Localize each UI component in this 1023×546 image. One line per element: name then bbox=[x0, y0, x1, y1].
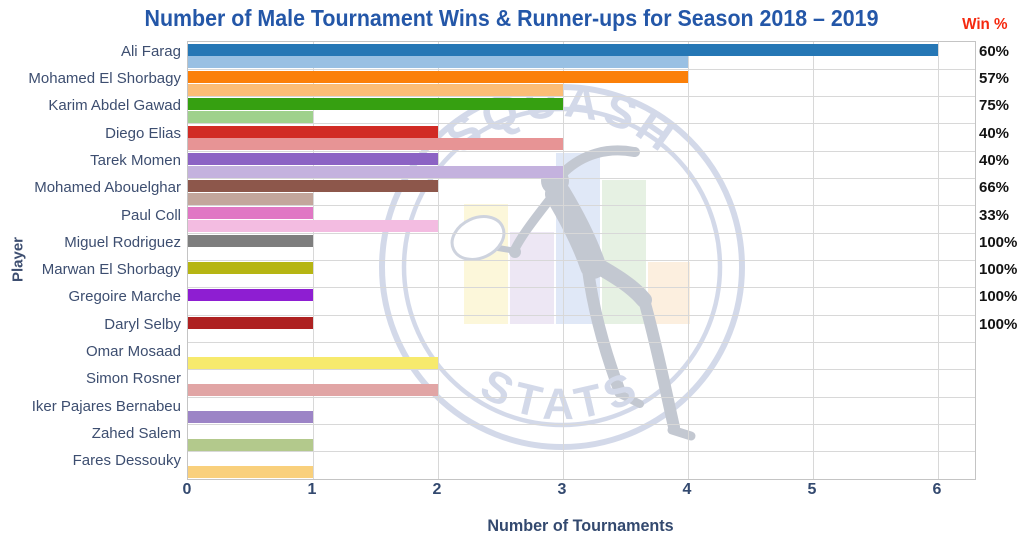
watermark-mini-bar bbox=[510, 232, 554, 324]
wins-bar bbox=[188, 70, 688, 83]
watermark-mini-bar bbox=[602, 180, 646, 324]
x-tick-label: 6 bbox=[932, 481, 942, 498]
player-label: Simon Rosner bbox=[85, 370, 181, 388]
win-pct-value: 60% bbox=[979, 42, 1010, 60]
wins-bar bbox=[188, 180, 438, 193]
x-tick-label: 2 bbox=[432, 481, 442, 498]
player-label: Mohamed Abouelghar bbox=[34, 179, 181, 197]
x-tick-label: 5 bbox=[807, 481, 817, 498]
wins-bar bbox=[188, 234, 313, 247]
win-pct-value: 100% bbox=[979, 233, 1018, 251]
player-label: Zahed Salem bbox=[91, 425, 181, 443]
player-label: Iker Pajares Bernabeu bbox=[31, 397, 181, 415]
player-label: Miguel Rodriguez bbox=[64, 233, 181, 251]
horizontal-gridline bbox=[188, 150, 975, 152]
win-pct-header: Win % bbox=[962, 16, 1008, 33]
horizontal-gridline bbox=[188, 178, 975, 180]
runnerup-bar bbox=[188, 138, 563, 151]
win-pct-value: 57% bbox=[979, 69, 1010, 87]
chart-title: Number of Male Tournament Wins & Runner-… bbox=[144, 5, 879, 31]
runnerup-bar bbox=[188, 438, 313, 451]
wins-bar bbox=[188, 262, 313, 275]
runnerup-bar bbox=[188, 192, 313, 205]
horizontal-gridline bbox=[188, 369, 975, 371]
player-label: Karim Abdel Gawad bbox=[48, 97, 181, 115]
horizontal-gridline bbox=[188, 68, 975, 70]
horizontal-gridline bbox=[188, 260, 975, 261]
win-pct-value: 75% bbox=[979, 97, 1010, 115]
racquet-icon bbox=[450, 215, 519, 261]
runnerup-bar bbox=[188, 220, 438, 233]
player-label: Omar Mosaad bbox=[85, 343, 181, 361]
player-label: Tarek Momen bbox=[90, 151, 181, 169]
player-label: Daryl Selby bbox=[104, 315, 181, 333]
wins-bar bbox=[188, 152, 438, 165]
win-pct-value: 40% bbox=[979, 124, 1010, 142]
runnerup-bar bbox=[188, 56, 688, 69]
horizontal-gridline bbox=[188, 232, 975, 234]
runnerup-bar bbox=[188, 83, 563, 96]
x-axis-title: Number of Tournaments bbox=[487, 516, 674, 535]
player-label: Ali Farag bbox=[120, 42, 181, 60]
watermark-mini-bar bbox=[464, 204, 508, 324]
player-label: Fares Dessouky bbox=[72, 452, 181, 470]
watermark-inner-ring bbox=[401, 106, 723, 428]
player-label: Mohamed El Shorbagy bbox=[28, 69, 181, 87]
horizontal-gridline bbox=[188, 205, 975, 207]
horizontal-gridline bbox=[188, 287, 975, 289]
player-label: Gregoire Marche bbox=[68, 288, 181, 306]
runnerup-bar bbox=[188, 411, 313, 424]
wins-bar bbox=[188, 43, 938, 56]
win-pct-value: 100% bbox=[979, 288, 1018, 306]
player-label: Paul Coll bbox=[120, 206, 181, 224]
wins-bar bbox=[188, 125, 438, 138]
horizontal-gridline bbox=[188, 123, 975, 125]
horizontal-gridline bbox=[188, 314, 975, 316]
wins-bar bbox=[188, 98, 563, 111]
win-pct-value: 33% bbox=[979, 206, 1010, 224]
horizontal-gridline bbox=[188, 451, 975, 453]
wins-bar bbox=[188, 316, 313, 329]
runnerup-bar bbox=[188, 111, 313, 124]
win-pct-value: 66% bbox=[979, 179, 1010, 197]
win-pct-value: 100% bbox=[979, 261, 1018, 279]
win-pct-value: 40% bbox=[979, 151, 1010, 169]
x-tick-label: 3 bbox=[557, 481, 567, 498]
win-pct-value: 100% bbox=[979, 315, 1018, 333]
x-tick-label: 1 bbox=[307, 481, 317, 498]
player-label: Diego Elias bbox=[105, 124, 181, 142]
runnerup-bar bbox=[188, 384, 438, 397]
x-tick-label: 4 bbox=[682, 481, 692, 498]
horizontal-gridline bbox=[188, 341, 975, 343]
wins-bar bbox=[188, 207, 313, 220]
runnerup-bar bbox=[188, 165, 563, 178]
x-tick-label: 0 bbox=[182, 481, 192, 498]
horizontal-gridline bbox=[188, 423, 975, 425]
horizontal-gridline bbox=[188, 396, 975, 398]
player-label: Marwan El Shorbagy bbox=[41, 261, 181, 279]
runnerup-bar bbox=[188, 466, 313, 479]
plot-area: SQUASH STATS bbox=[187, 41, 976, 480]
squash-player-silhouette bbox=[509, 145, 696, 441]
runnerup-bar bbox=[188, 356, 438, 369]
wins-bar bbox=[188, 289, 313, 302]
horizontal-gridline bbox=[188, 96, 975, 98]
